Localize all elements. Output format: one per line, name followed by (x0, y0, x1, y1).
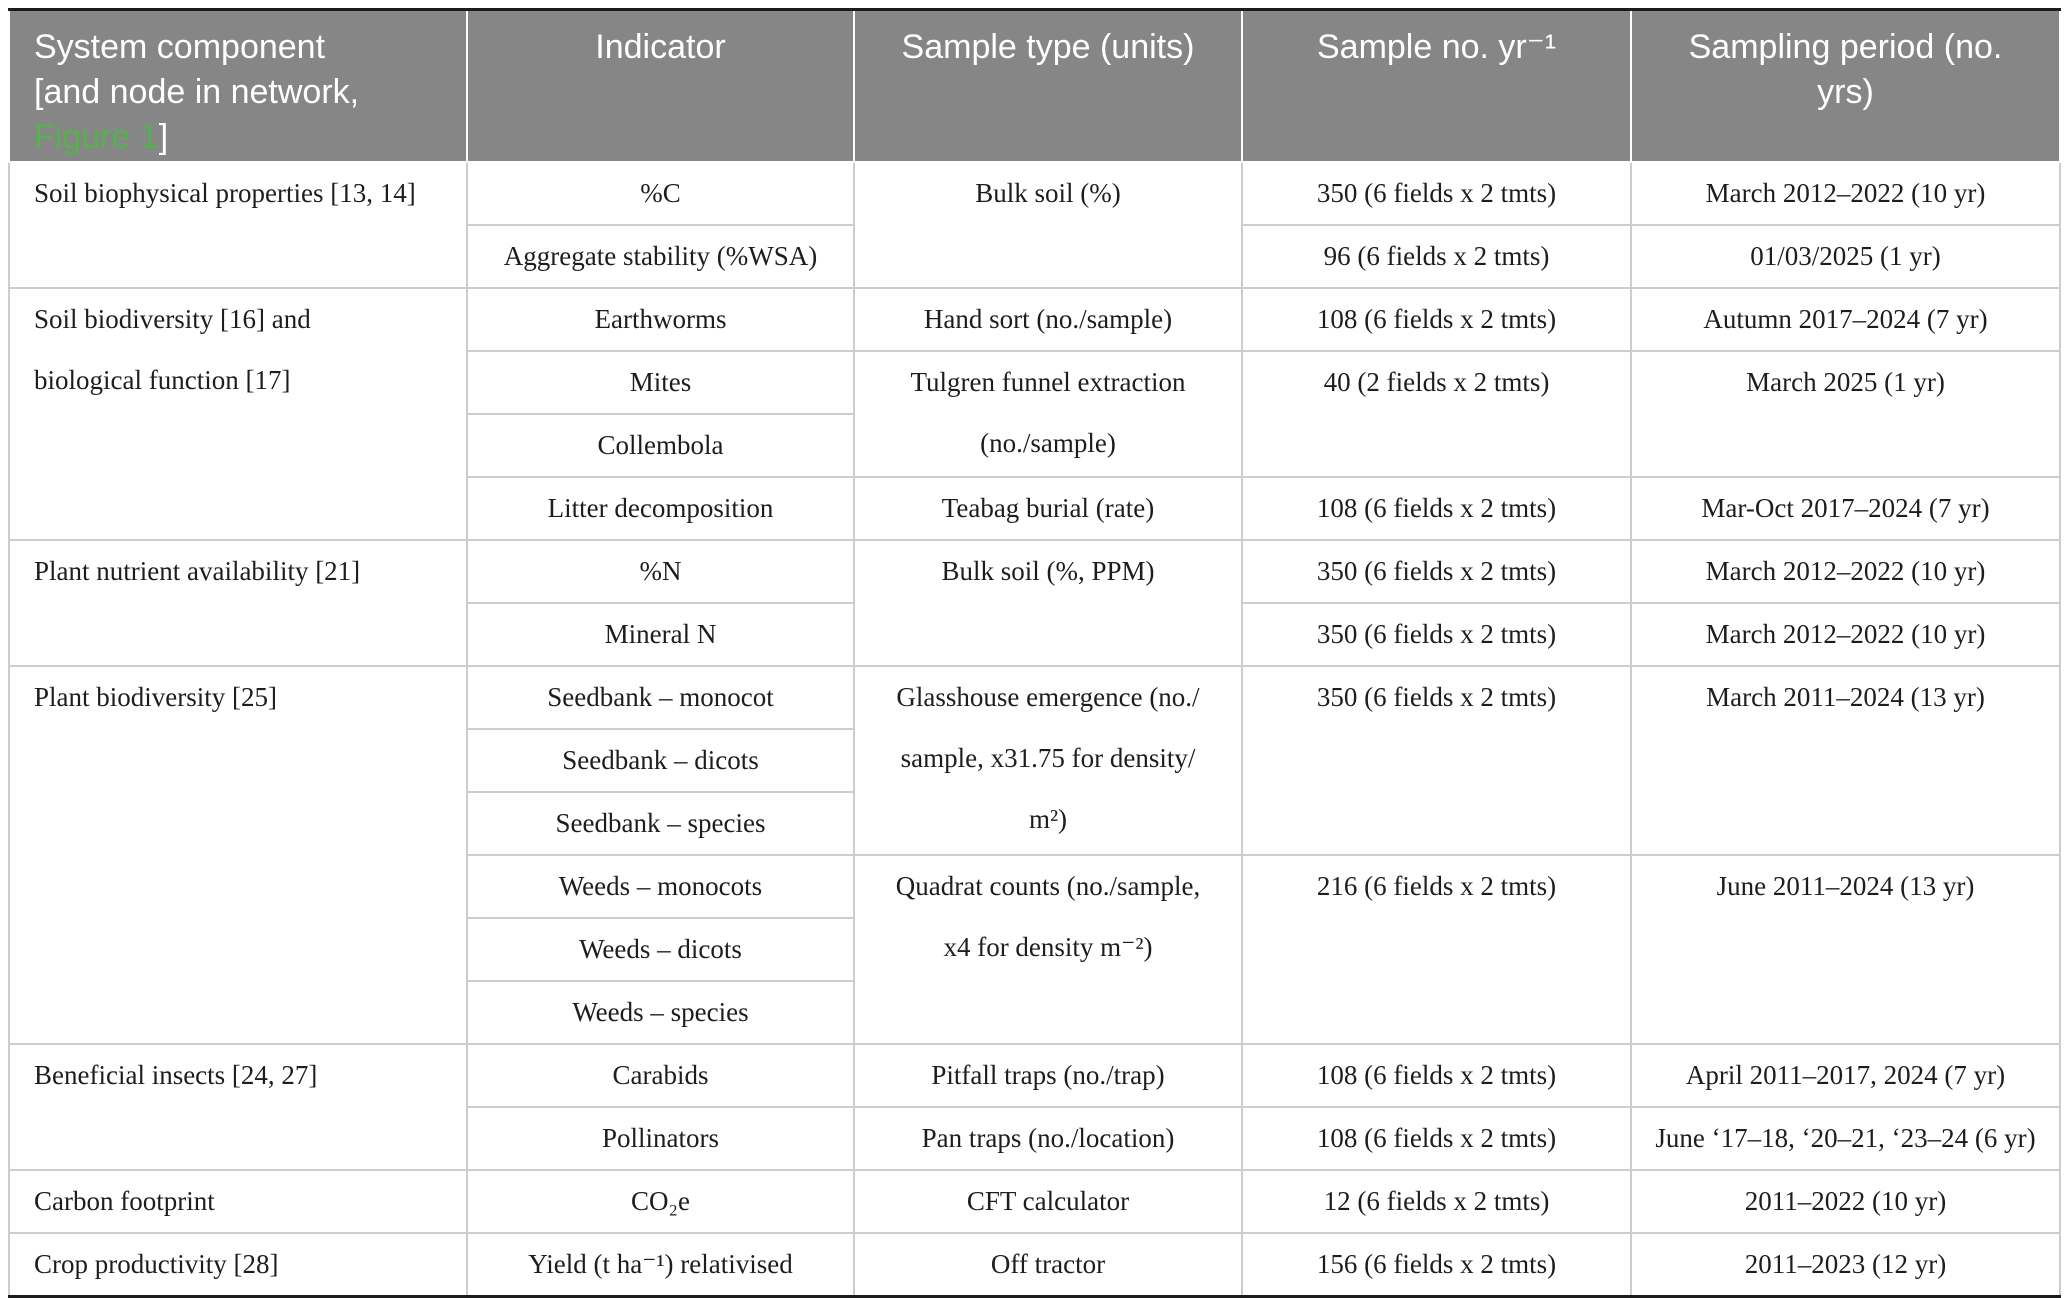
indicator-cell: Yield (t ha⁻¹) relativised (466, 1231, 855, 1297)
indicator-cell: Litter decomposition (466, 475, 855, 541)
component-cell: Carbon footprint (8, 1168, 468, 1234)
table-row: Weeds – dicots (9, 916, 2060, 982)
period-cell: 2011–2023 (12 yr) (1630, 1231, 2061, 1297)
table-row: Aggregate stability (%WSA) 96 (6 fields … (9, 223, 2061, 289)
sample-type-cell: CFT calculator (853, 1168, 1243, 1234)
table-row: Seedbank – species (9, 790, 2060, 856)
indicator-cell: CO₂e (466, 1168, 855, 1234)
component-cell: Soil biophysical properties [13, 14] (8, 160, 468, 289)
table-row: Pollinators Pan traps (no./location) 108… (9, 1105, 2061, 1171)
indicator-cell: Collembola (466, 412, 855, 478)
period-cell: March 2012–2022 (10 yr) (1630, 160, 2061, 226)
table-header-row: System component [and node in network, F… (8, 8, 2061, 163)
period-cell: June 2011–2024 (13 yr) (1630, 853, 2061, 1045)
sample-type-cell: Bulk soil (%) (853, 160, 1243, 289)
indicator-cell: Mineral N (466, 601, 855, 667)
indicator-cell: Aggregate stability (%WSA) (466, 223, 855, 289)
sample-type-cell: Pan traps (no./location) (853, 1105, 1243, 1171)
sample-no-cell: 350 (6 fields x 2 tmts) (1241, 160, 1632, 226)
table-row: Weeds – monocots Quadrat counts (no./sam… (9, 853, 2061, 1045)
period-cell: 2011–2022 (10 yr) (1630, 1168, 2061, 1234)
period-cell: March 2011–2024 (13 yr) (1630, 664, 2061, 856)
indicator-cell: %C (466, 160, 855, 226)
indicator-cell: Seedbank – dicots (466, 727, 855, 793)
period-cell: March 2025 (1 yr) (1630, 349, 2061, 478)
sample-no-cell: 216 (6 fields x 2 tmts) (1241, 853, 1632, 1045)
sample-no-cell: 350 (6 fields x 2 tmts) (1241, 538, 1632, 604)
sample-no-cell: 108 (6 fields x 2 tmts) (1241, 1042, 1632, 1108)
component-cell: Plant nutrient availability [21] (8, 538, 468, 667)
component-cell: Plant biodiversity [25] (8, 664, 468, 1045)
sampling-design-table: System component [and node in network, F… (8, 8, 2061, 1298)
indicator-cell: Weeds – species (466, 979, 855, 1045)
sample-type-cell: Tulgren funnel extraction (no./sample) (853, 349, 1243, 478)
header-sample-type: Sample type (units) (853, 8, 1243, 163)
indicator-cell: Earthworms (466, 286, 855, 352)
period-cell: 01/03/2025 (1 yr) (1630, 223, 2061, 289)
table-row: Crop productivity [28] Yield (t ha⁻¹) re… (8, 1231, 2061, 1297)
table-row: Mineral N 350 (6 fields x 2 tmts) March … (9, 601, 2061, 667)
indicator-cell: Weeds – dicots (466, 916, 855, 982)
period-cell: March 2012–2022 (10 yr) (1630, 601, 2061, 667)
table-row: Carbon footprint CO₂e CFT calculator 12 … (8, 1168, 2061, 1234)
header-system-component-text: System component [and node in network, (34, 28, 360, 111)
component-cell: Soil biodiversity [16] and biological fu… (8, 286, 468, 541)
table-row: Litter decomposition Teabag burial (rate… (9, 475, 2061, 541)
table-row: Plant nutrient availability [21] %N Bulk… (8, 538, 2061, 667)
sample-no-cell: 108 (6 fields x 2 tmts) (1241, 475, 1632, 541)
header-sample-no: Sample no. yr⁻¹ (1241, 8, 1632, 163)
sample-type-cell: Off tractor (853, 1231, 1243, 1297)
indicator-cell: Mites (466, 349, 855, 415)
component-cell: Crop productivity [28] (8, 1231, 468, 1297)
indicator-cell: Carabids (466, 1042, 855, 1108)
sample-no-cell: 108 (6 fields x 2 tmts) (1241, 1105, 1632, 1171)
indicator-cell: Seedbank – monocot (466, 664, 855, 730)
sample-type-cell: Teabag burial (rate) (853, 475, 1243, 541)
sample-no-cell: 96 (6 fields x 2 tmts) (1241, 223, 1632, 289)
sample-type-cell: Glasshouse emergence (no./ sample, x31.7… (853, 664, 1243, 856)
table-row: Soil biodiversity [16] and biological fu… (8, 286, 2061, 541)
sample-no-cell: 156 (6 fields x 2 tmts) (1241, 1231, 1632, 1297)
table-row: Collembola (9, 412, 2060, 478)
period-cell: April 2011–2017, 2024 (7 yr) (1630, 1042, 2061, 1108)
table-row: Weeds – species (9, 979, 2060, 1045)
header-sampling-period: Sampling period (no. yrs) (1630, 8, 2061, 163)
table-row: Soil biophysical properties [13, 14] %C … (8, 160, 2061, 289)
figure-1-link[interactable]: Figure 1 (34, 118, 159, 156)
table-row: Mites Tulgren funnel extraction (no./sam… (9, 349, 2061, 478)
indicator-cell: Weeds – monocots (466, 853, 855, 919)
period-cell: June ‘17–18, ‘20–21, ‘23–24 (6 yr) (1630, 1105, 2061, 1171)
header-system-component: System component [and node in network, F… (8, 8, 468, 163)
sample-type-cell: Pitfall traps (no./trap) (853, 1042, 1243, 1108)
period-cell: March 2012–2022 (10 yr) (1630, 538, 2061, 604)
sample-no-cell: 108 (6 fields x 2 tmts) (1241, 286, 1632, 352)
indicator-cell: Seedbank – species (466, 790, 855, 856)
sample-type-cell: Hand sort (no./sample) (853, 286, 1243, 352)
component-cell: Beneficial insects [24, 27] (8, 1042, 468, 1171)
sample-no-cell: 40 (2 fields x 2 tmts) (1241, 349, 1632, 478)
period-cell: Mar-Oct 2017–2024 (7 yr) (1630, 475, 2061, 541)
indicator-cell: %N (466, 538, 855, 604)
sample-no-cell: 350 (6 fields x 2 tmts) (1241, 664, 1632, 856)
table-row: Plant biodiversity [25] Seedbank – monoc… (8, 664, 2061, 1045)
sample-type-cell: Bulk soil (%, PPM) (853, 538, 1243, 667)
period-cell: Autumn 2017–2024 (7 yr) (1630, 286, 2061, 352)
header-system-component-bracket: ] (158, 118, 169, 156)
table-row: Seedbank – dicots (9, 727, 2060, 793)
sample-no-cell: 350 (6 fields x 2 tmts) (1241, 601, 1632, 667)
table-row: Beneficial insects [24, 27] Carabids Pit… (8, 1042, 2061, 1171)
header-indicator: Indicator (466, 8, 855, 163)
sample-no-cell: 12 (6 fields x 2 tmts) (1241, 1168, 1632, 1234)
sample-type-cell: Quadrat counts (no./sample, x4 for densi… (853, 853, 1243, 1045)
indicator-cell: Pollinators (466, 1105, 855, 1171)
